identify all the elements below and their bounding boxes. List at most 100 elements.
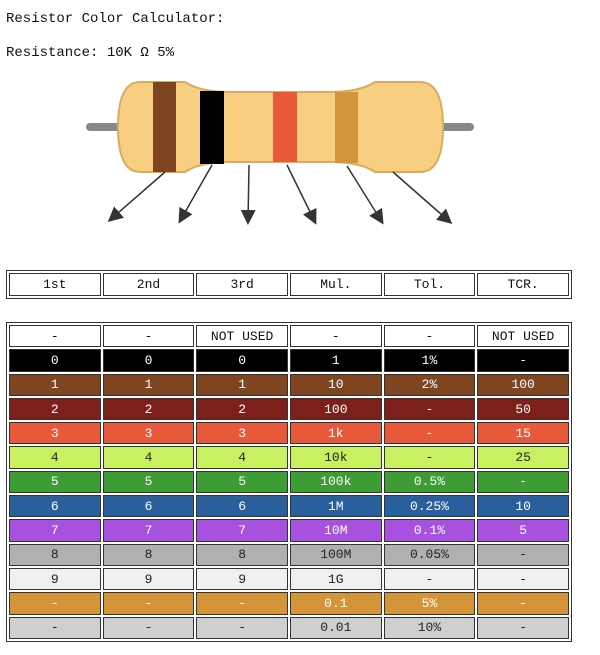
header-cell: 2nd — [102, 273, 195, 296]
cell: 100 — [477, 373, 569, 396]
header-row: 1st 2nd 3rd Mul. Tol. TCR. — [9, 273, 569, 296]
cell: - — [477, 592, 569, 615]
cell: 0 — [196, 349, 288, 372]
cell: 3 — [9, 422, 101, 445]
cell: 50 — [477, 397, 569, 421]
color-row: - - NOT USED - - NOT USED — [9, 325, 569, 348]
cell: - — [477, 616, 569, 639]
cell: 9 — [102, 567, 195, 591]
cell: 100 — [289, 397, 382, 421]
cell: 6 — [196, 495, 288, 518]
resistance: Resistance: 10K Ω 5% — [6, 45, 175, 61]
cell: 5 — [102, 470, 195, 494]
cell: 2 — [196, 397, 288, 421]
cell: - — [196, 616, 288, 639]
cell: 9 — [196, 567, 288, 591]
cell: 6 — [102, 495, 195, 518]
cell: 0.25% — [383, 495, 476, 518]
cell: 5 — [477, 519, 569, 542]
cell: - — [9, 616, 101, 639]
cell: - — [477, 567, 569, 591]
color-row: - - -0.1 5% - — [9, 592, 569, 615]
color-row: 8 8 8 100M 0.05% - — [9, 543, 569, 566]
cell: 1k — [289, 422, 382, 445]
cell: - — [102, 592, 195, 615]
color-row: 9 9 9 1G - - — [9, 567, 569, 591]
cell: 0.1 — [289, 592, 382, 615]
cell: 15 — [477, 422, 569, 445]
cell: 100k — [289, 470, 382, 494]
cell: 1 — [102, 373, 195, 396]
cell: 10 — [477, 495, 569, 518]
cell: 10k — [289, 446, 382, 469]
cell: - — [9, 325, 101, 348]
color-row: 3 3 3 1k -15 — [9, 422, 569, 445]
cell: 3 — [196, 422, 288, 445]
cell: 4 — [196, 446, 288, 469]
cell: 2% — [383, 373, 476, 396]
color-row: 4 4 4 10k -25 — [9, 446, 569, 469]
cell: 10M — [289, 519, 382, 542]
cell: - — [383, 397, 476, 421]
color-row: 2 2 2 100-50 — [9, 397, 569, 421]
cell: - — [477, 470, 569, 494]
cell: 1G — [289, 567, 382, 591]
cell: 5 — [196, 470, 288, 494]
header-cell: Tol. — [383, 273, 476, 296]
cell: NOT USED — [196, 325, 288, 348]
cell: 1M — [289, 495, 382, 518]
cell: 3 — [102, 422, 195, 445]
cell: - — [383, 567, 476, 591]
color-row: 5 5 5 100k 0.5% - — [9, 470, 569, 494]
color-table: - - NOT USED - - NOT USED 0 0 0 1 1% -1 1 1 10 2% 100 2 2 2… — [6, 322, 572, 642]
cell: - — [383, 446, 476, 469]
cell: 8 — [9, 543, 101, 566]
cell: NOT USED — [477, 325, 569, 348]
cell: - — [102, 325, 195, 348]
cell: 1 — [9, 373, 101, 396]
cell: 1 — [289, 349, 382, 372]
cell: - — [289, 325, 382, 348]
color-row: - - -0.01 10% - — [9, 616, 569, 639]
cell: 25 — [477, 446, 569, 469]
title: Resistor Color Calculator: — [6, 11, 225, 27]
cell: 6 — [9, 495, 101, 518]
cell: 4 — [102, 446, 195, 469]
cell: 0 — [9, 349, 101, 372]
cell: 8 — [102, 543, 195, 566]
cell: - — [9, 592, 101, 615]
cell: 9 — [9, 567, 101, 591]
cell: - — [477, 543, 569, 566]
header-cell: 3rd — [196, 273, 288, 296]
cell: 10% — [383, 616, 476, 639]
cell: - — [477, 349, 569, 372]
cell: - — [196, 592, 288, 615]
cell: 1 — [196, 373, 288, 396]
color-row: 6 6 6 1M 0.25% 10 — [9, 495, 569, 518]
cell: 4 — [9, 446, 101, 469]
cell: 7 — [196, 519, 288, 542]
cell: 8 — [196, 543, 288, 566]
color-row: 1 1 1 10 2% 100 — [9, 373, 569, 396]
color-row: 0 0 0 1 1% - — [9, 349, 569, 372]
header-cell: Mul. — [289, 273, 382, 296]
cell: - — [102, 616, 195, 639]
cell: 100M — [289, 543, 382, 566]
cell: 0.5% — [383, 470, 476, 494]
header-cell: TCR. — [477, 273, 569, 296]
cell: 1% — [383, 349, 476, 372]
cell: 0.1% — [383, 519, 476, 542]
resistor — [86, 81, 474, 225]
color-row: 7 7 7 10M 0.1% 5 — [9, 519, 569, 542]
cell: 10 — [289, 373, 382, 396]
cell: 0 — [102, 349, 195, 372]
cell: 2 — [9, 397, 101, 421]
cell: 0.01 — [289, 616, 382, 639]
cell: 2 — [102, 397, 195, 421]
cell: - — [383, 325, 476, 348]
header-table: 1st 2nd 3rd Mul. Tol. TCR. — [6, 270, 572, 299]
cell: 5% — [383, 592, 476, 615]
header-cell: 1st — [9, 273, 101, 296]
cell: - — [383, 422, 476, 445]
